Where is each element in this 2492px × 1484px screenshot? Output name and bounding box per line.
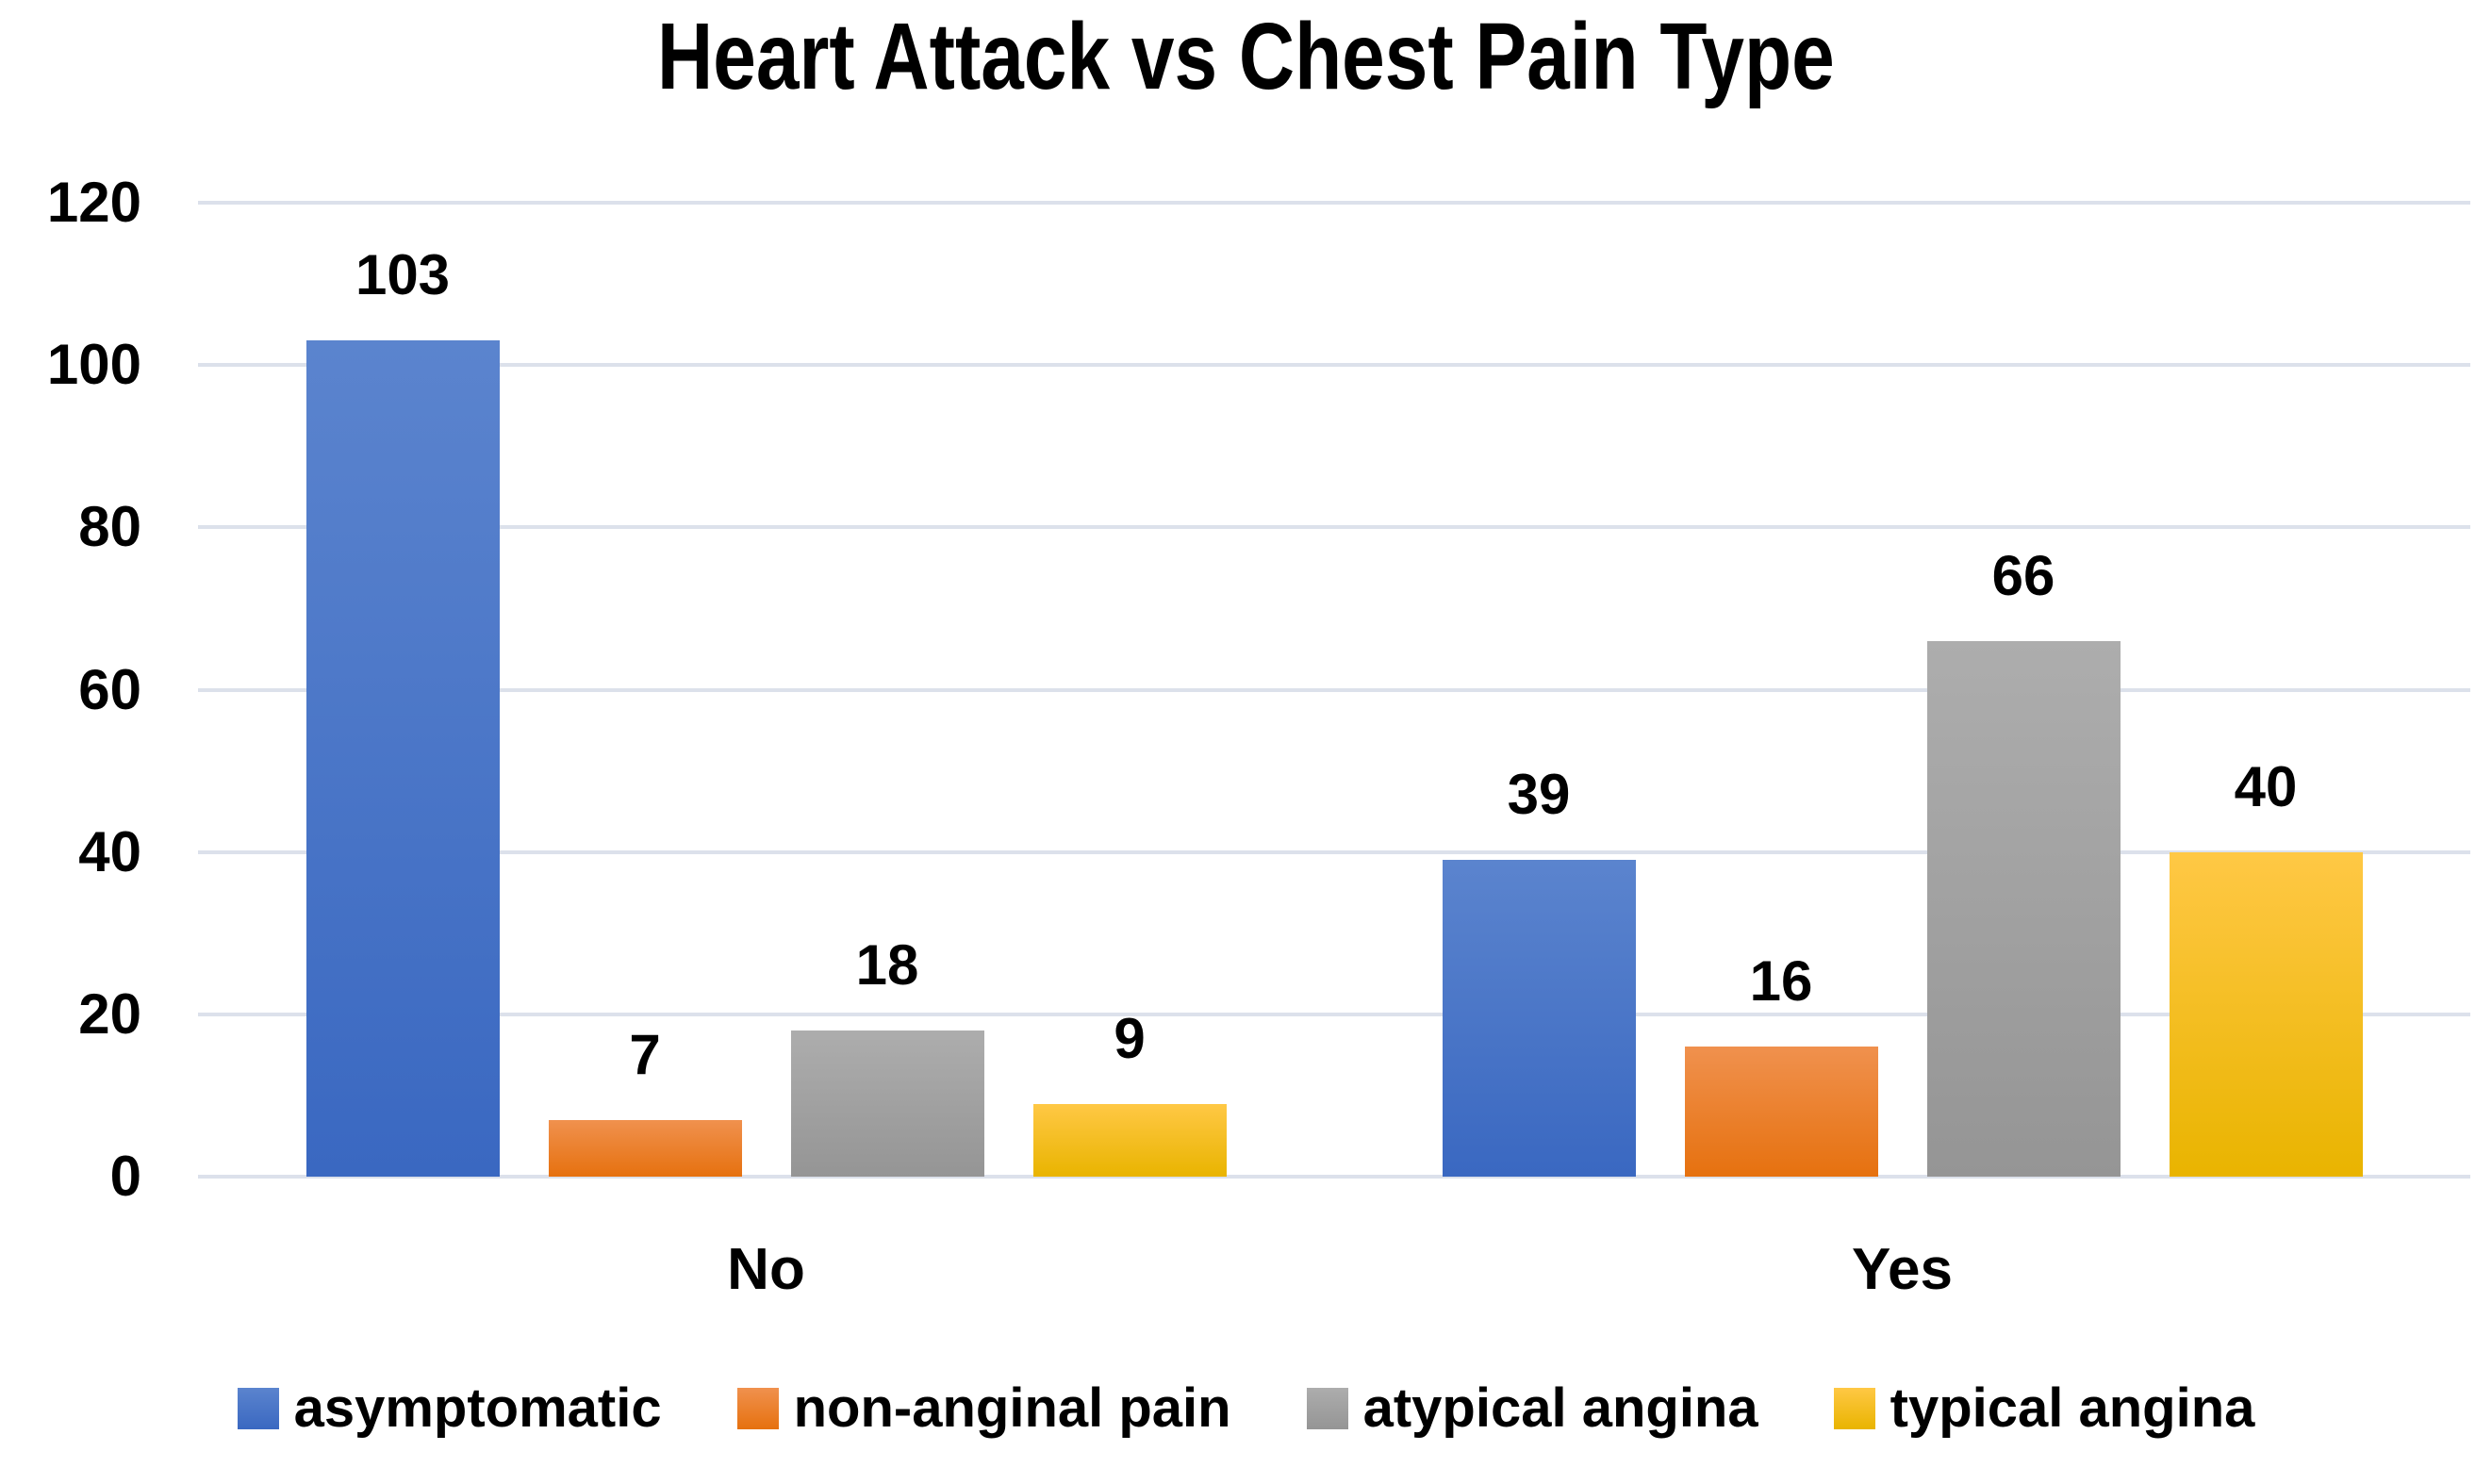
y-tick-label-100: 100 [46, 333, 141, 397]
chart-title: Heart Attack vs Chest Pain Type [0, 0, 2492, 113]
bar-no-typical-angina [1032, 1103, 1227, 1177]
bar-value-label: 103 [355, 243, 451, 307]
gridline-y100 [198, 363, 2470, 368]
bar-value-label: 39 [1507, 763, 1571, 827]
legend: asymptomatic non-anginal pain atypical ang… [0, 1378, 2492, 1439]
bar-yes-typical-angina [2169, 851, 2363, 1177]
legend-swatch-icon [1833, 1388, 1875, 1429]
plot-area: 103 7 18 9 39 16 66 40 [198, 201, 2470, 1179]
legend-item-non-anginal-pain: non-anginal pain [736, 1377, 1231, 1439]
gridline-y120 [198, 201, 2470, 205]
y-tick-label-60: 60 [78, 657, 141, 721]
bar-value-label: 16 [1749, 949, 1813, 1014]
gridline-y60 [198, 687, 2470, 692]
gridline-y0 [198, 1175, 2470, 1179]
gridline-y40 [198, 849, 2470, 854]
category-label-no: No [727, 1237, 805, 1302]
bar-value-label: 40 [2234, 754, 2298, 818]
legend-label: typical angina [1890, 1377, 2255, 1439]
legend-swatch-icon [237, 1388, 279, 1429]
y-tick-label-0: 0 [109, 1145, 141, 1208]
bar-no-asymptomatic [305, 340, 500, 1177]
bar-no-atypical-angina [790, 1031, 984, 1177]
legend-swatch-icon [736, 1388, 779, 1429]
bar-value-label: 18 [855, 933, 919, 998]
bar-value-label: 7 [629, 1022, 661, 1086]
bar-value-label: 66 [1991, 543, 2055, 607]
y-tick-label-20: 20 [78, 981, 141, 1046]
y-tick-label-80: 80 [78, 495, 141, 559]
legend-label: atypical angina [1362, 1377, 1758, 1439]
legend-item-asymptomatic: asymptomatic [237, 1377, 662, 1439]
legend-label: asymptomatic [293, 1377, 662, 1439]
y-tick-label-40: 40 [78, 819, 141, 883]
chart-title-text: Heart Attack vs Chest Pain Type [657, 4, 1835, 109]
bar-yes-asymptomatic [1442, 860, 1636, 1177]
legend-item-typical-angina: typical angina [1833, 1377, 2255, 1439]
legend-item-atypical-angina: atypical angina [1306, 1377, 1758, 1439]
gridline-y80 [198, 525, 2470, 530]
bar-value-label: 9 [1114, 1006, 1146, 1070]
legend-swatch-icon [1306, 1388, 1348, 1429]
gridline-y20 [198, 1012, 2470, 1016]
bar-yes-non-anginal-pain [1684, 1047, 1878, 1177]
legend-label: non-anginal pain [793, 1377, 1231, 1439]
bar-no-non-anginal-pain [548, 1119, 742, 1177]
bar-yes-atypical-angina [1926, 640, 2121, 1177]
category-label-yes: Yes [1852, 1237, 1953, 1302]
y-tick-label-120: 120 [46, 171, 141, 234]
